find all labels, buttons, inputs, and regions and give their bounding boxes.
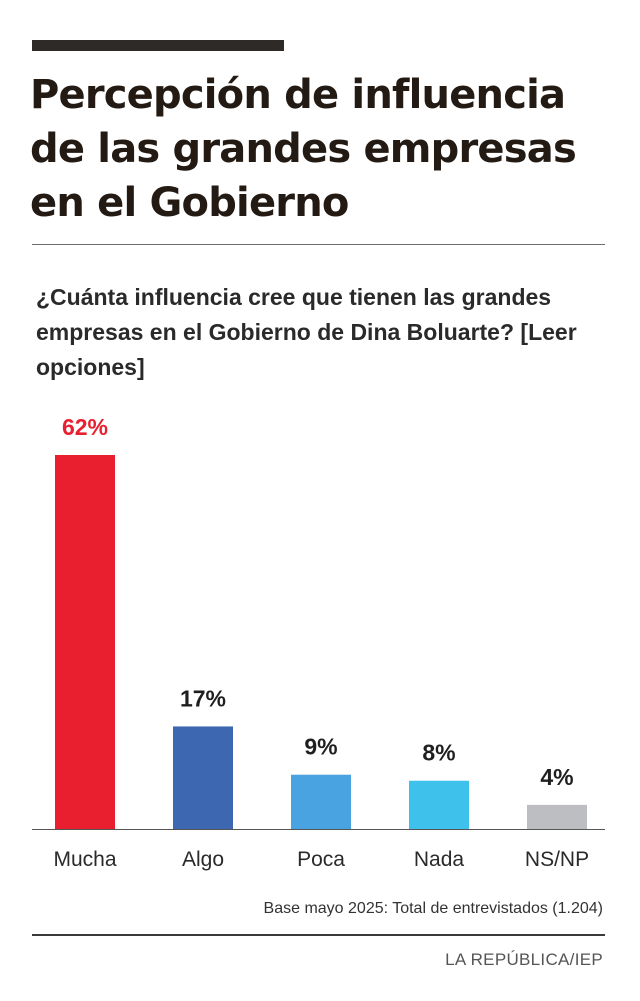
data-label: 17% xyxy=(180,685,226,711)
data-label: 9% xyxy=(304,734,337,760)
bar-nada xyxy=(409,780,469,829)
data-label: 62% xyxy=(62,414,108,440)
bar-algo xyxy=(173,726,233,829)
category-label: Algo xyxy=(182,848,224,871)
base-note: Base mayo 2025: Total de entrevistados (… xyxy=(263,900,603,917)
bar-ns-np xyxy=(527,804,587,829)
header-accent-bar xyxy=(32,40,284,51)
data-label: 4% xyxy=(540,764,573,790)
category-label: Nada xyxy=(414,848,465,871)
category-label: Mucha xyxy=(53,848,116,871)
chart-title: Percepción de influencia de las grandes … xyxy=(30,72,577,226)
survey-question: ¿Cuánta influencia cree que tienen las g… xyxy=(36,284,577,380)
category-label: NS/NP xyxy=(525,848,589,871)
bar-mucha xyxy=(55,455,115,829)
source-credit: LA REPÚBLICA/IEP xyxy=(445,950,603,969)
bar-poca xyxy=(291,774,351,829)
footer-divider xyxy=(32,934,605,936)
title-divider xyxy=(32,244,605,245)
category-label: Poca xyxy=(297,848,345,871)
data-label: 8% xyxy=(422,740,455,766)
